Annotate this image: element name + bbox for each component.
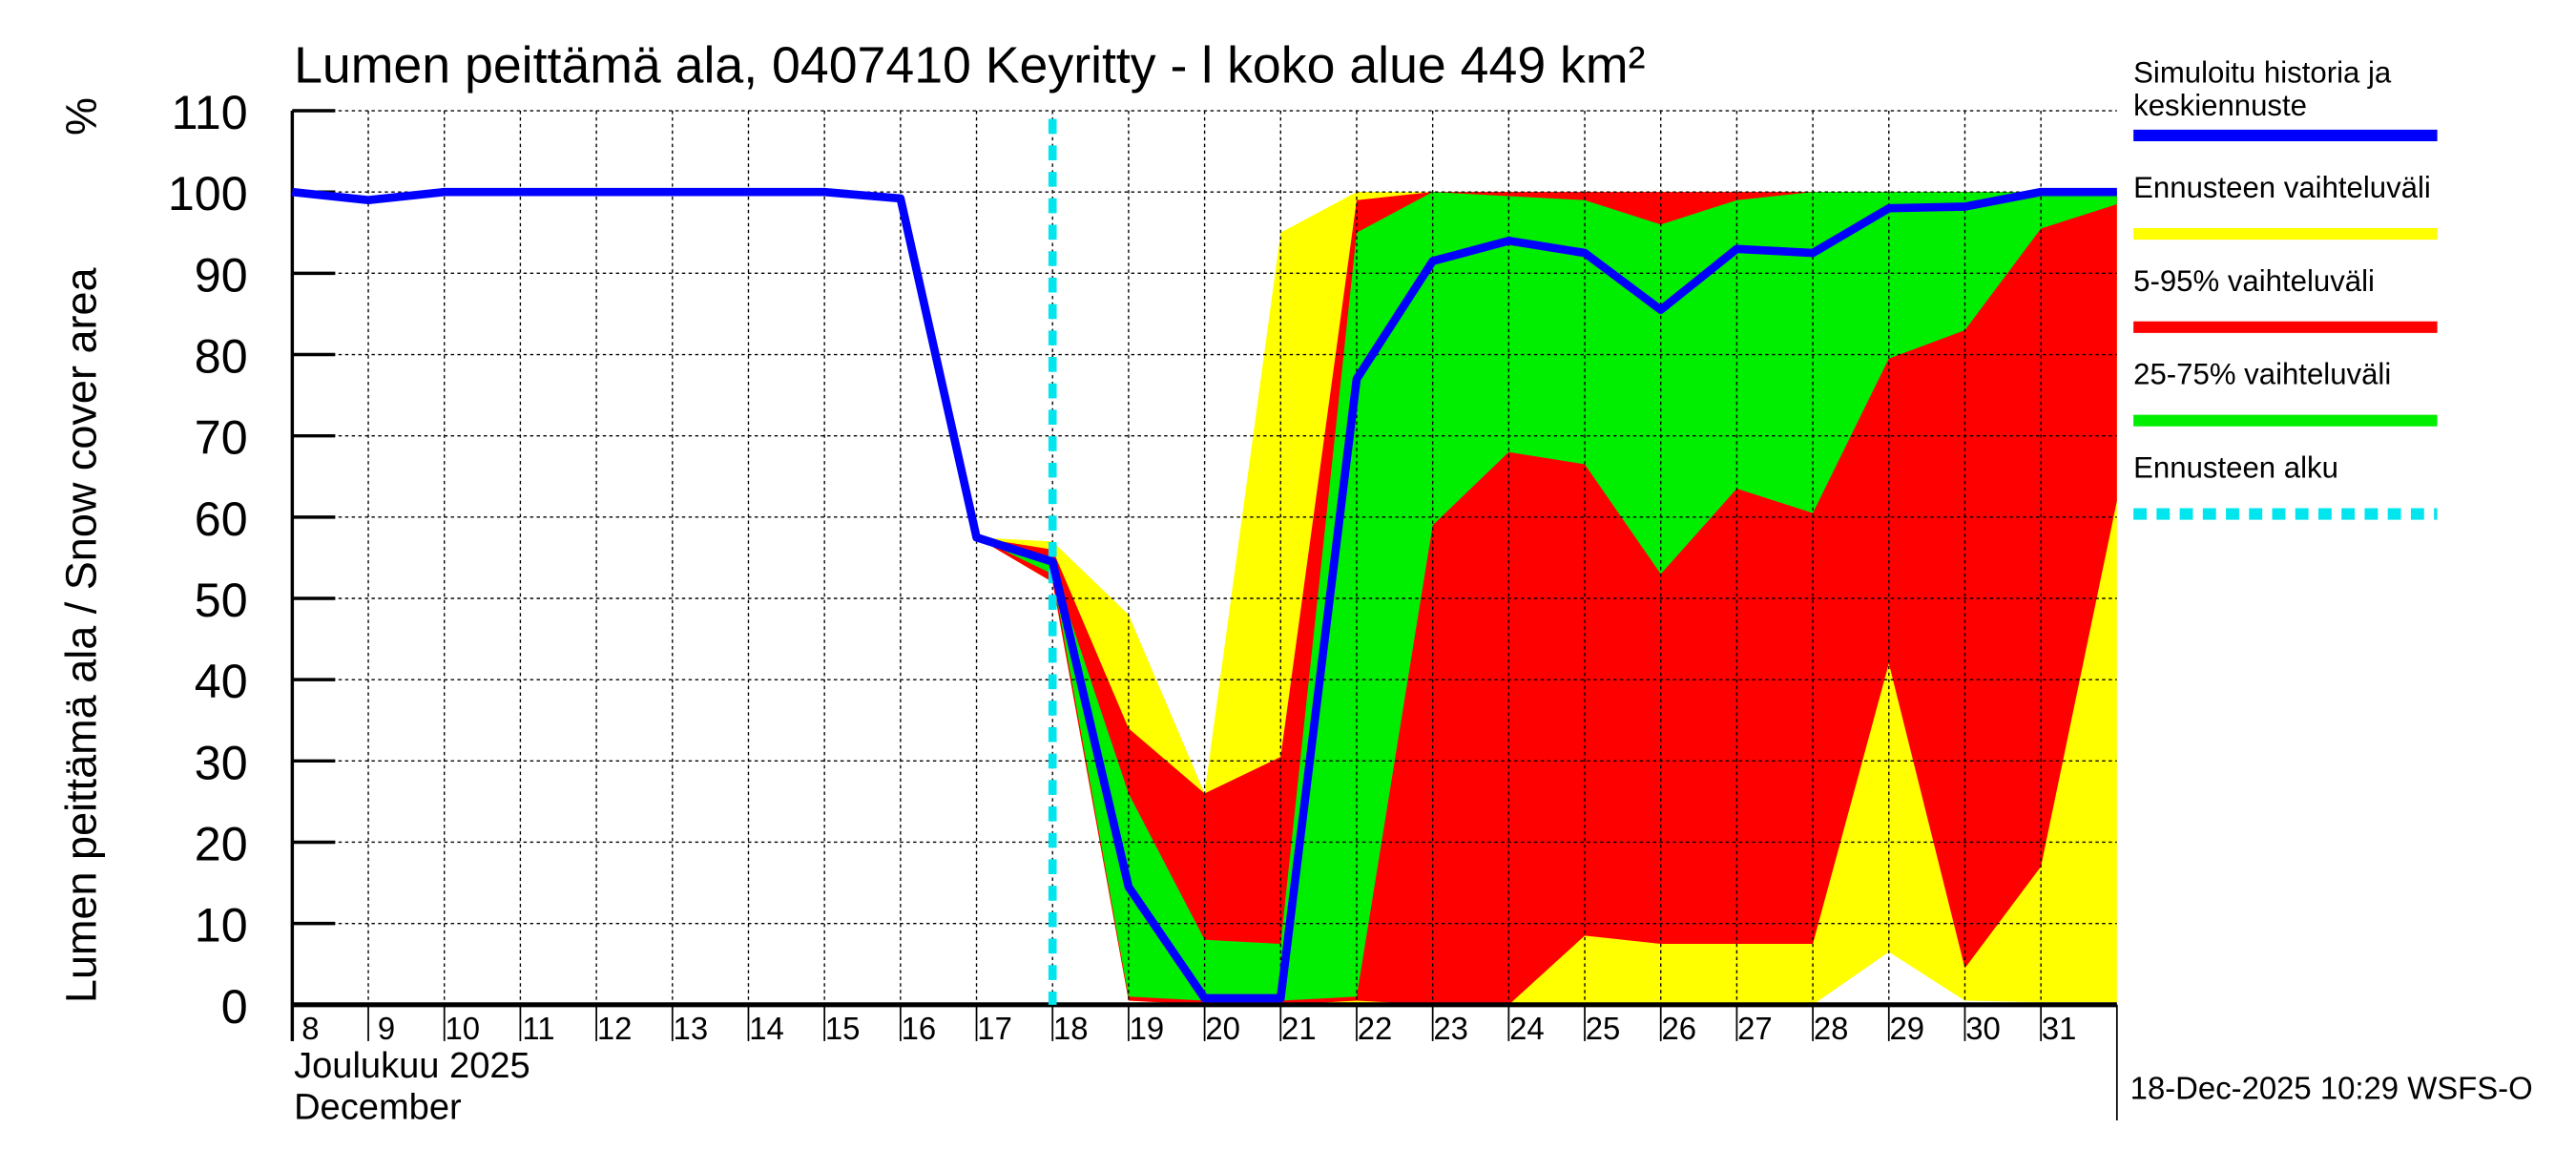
x-tick-label: 22 <box>1358 1011 1393 1046</box>
x-tick-label: 30 <box>1965 1011 2001 1046</box>
x-tick-label: 16 <box>902 1011 937 1046</box>
x-tick-label: 29 <box>1890 1011 1925 1046</box>
legend-label: Simuloitu historia ja <box>2133 56 2392 90</box>
y-tick-label: 70 <box>195 411 248 465</box>
y-tick-label: 50 <box>195 574 248 627</box>
x-tick-label: 26 <box>1661 1011 1696 1046</box>
y-tick-label: 10 <box>195 899 248 952</box>
x-tick-label: 10 <box>445 1011 480 1046</box>
legend-label: 5-95% vaihteluväli <box>2133 264 2375 298</box>
x-tick-label: 11 <box>522 1011 554 1046</box>
y-tick-label: 60 <box>195 492 248 546</box>
y-tick-label: 90 <box>195 248 248 302</box>
y-tick-label: 0 <box>221 980 248 1034</box>
x-tick-label: 14 <box>749 1011 784 1046</box>
y-tick-label: 110 <box>172 86 248 139</box>
x-tick-label: 27 <box>1737 1011 1773 1046</box>
y-axis-unit: % <box>56 97 105 136</box>
x-tick-label: 24 <box>1509 1011 1545 1046</box>
y-tick-label: 30 <box>195 736 248 789</box>
x-tick-label: 23 <box>1433 1011 1468 1046</box>
x-tick-label: 8 <box>301 1011 319 1046</box>
x-tick-label: 17 <box>977 1011 1012 1046</box>
x-axis-label-en: December <box>294 1087 462 1127</box>
x-tick-label: 9 <box>378 1011 395 1046</box>
y-tick-label: 100 <box>168 167 248 220</box>
legend-label: Ennusteen vaihteluväli <box>2133 171 2431 204</box>
y-tick-label: 20 <box>195 818 248 871</box>
legend-label: Ennusteen alku <box>2133 450 2338 484</box>
legend-label: 25-75% vaihteluväli <box>2133 358 2391 391</box>
y-tick-label: 80 <box>195 330 248 384</box>
x-tick-label: 20 <box>1205 1011 1240 1046</box>
x-tick-label: 15 <box>825 1011 861 1046</box>
y-tick-label: 40 <box>195 655 248 708</box>
x-tick-label: 19 <box>1130 1011 1165 1046</box>
y-axis-label: Lumen peittämä ala / Snow cover area <box>56 266 105 1003</box>
timestamp: 18-Dec-2025 10:29 WSFS-O <box>2130 1071 2533 1106</box>
x-axis-label-fi: Joulukuu 2025 <box>294 1046 530 1086</box>
x-tick-label: 18 <box>1053 1011 1089 1046</box>
chart-title: Lumen peittämä ala, 0407410 Keyritty - l… <box>294 37 1645 94</box>
p25-75-band <box>976 192 2117 1001</box>
x-tick-label: 28 <box>1814 1011 1849 1046</box>
x-tick-label: 21 <box>1281 1011 1317 1046</box>
median-line <box>291 187 2117 1003</box>
legend-label: keskiennuste <box>2133 89 2307 122</box>
x-tick-label: 31 <box>2042 1011 2077 1046</box>
x-tick-label: 12 <box>597 1011 633 1046</box>
x-tick-label: 25 <box>1586 1011 1621 1046</box>
x-tick-label: 13 <box>674 1011 709 1046</box>
